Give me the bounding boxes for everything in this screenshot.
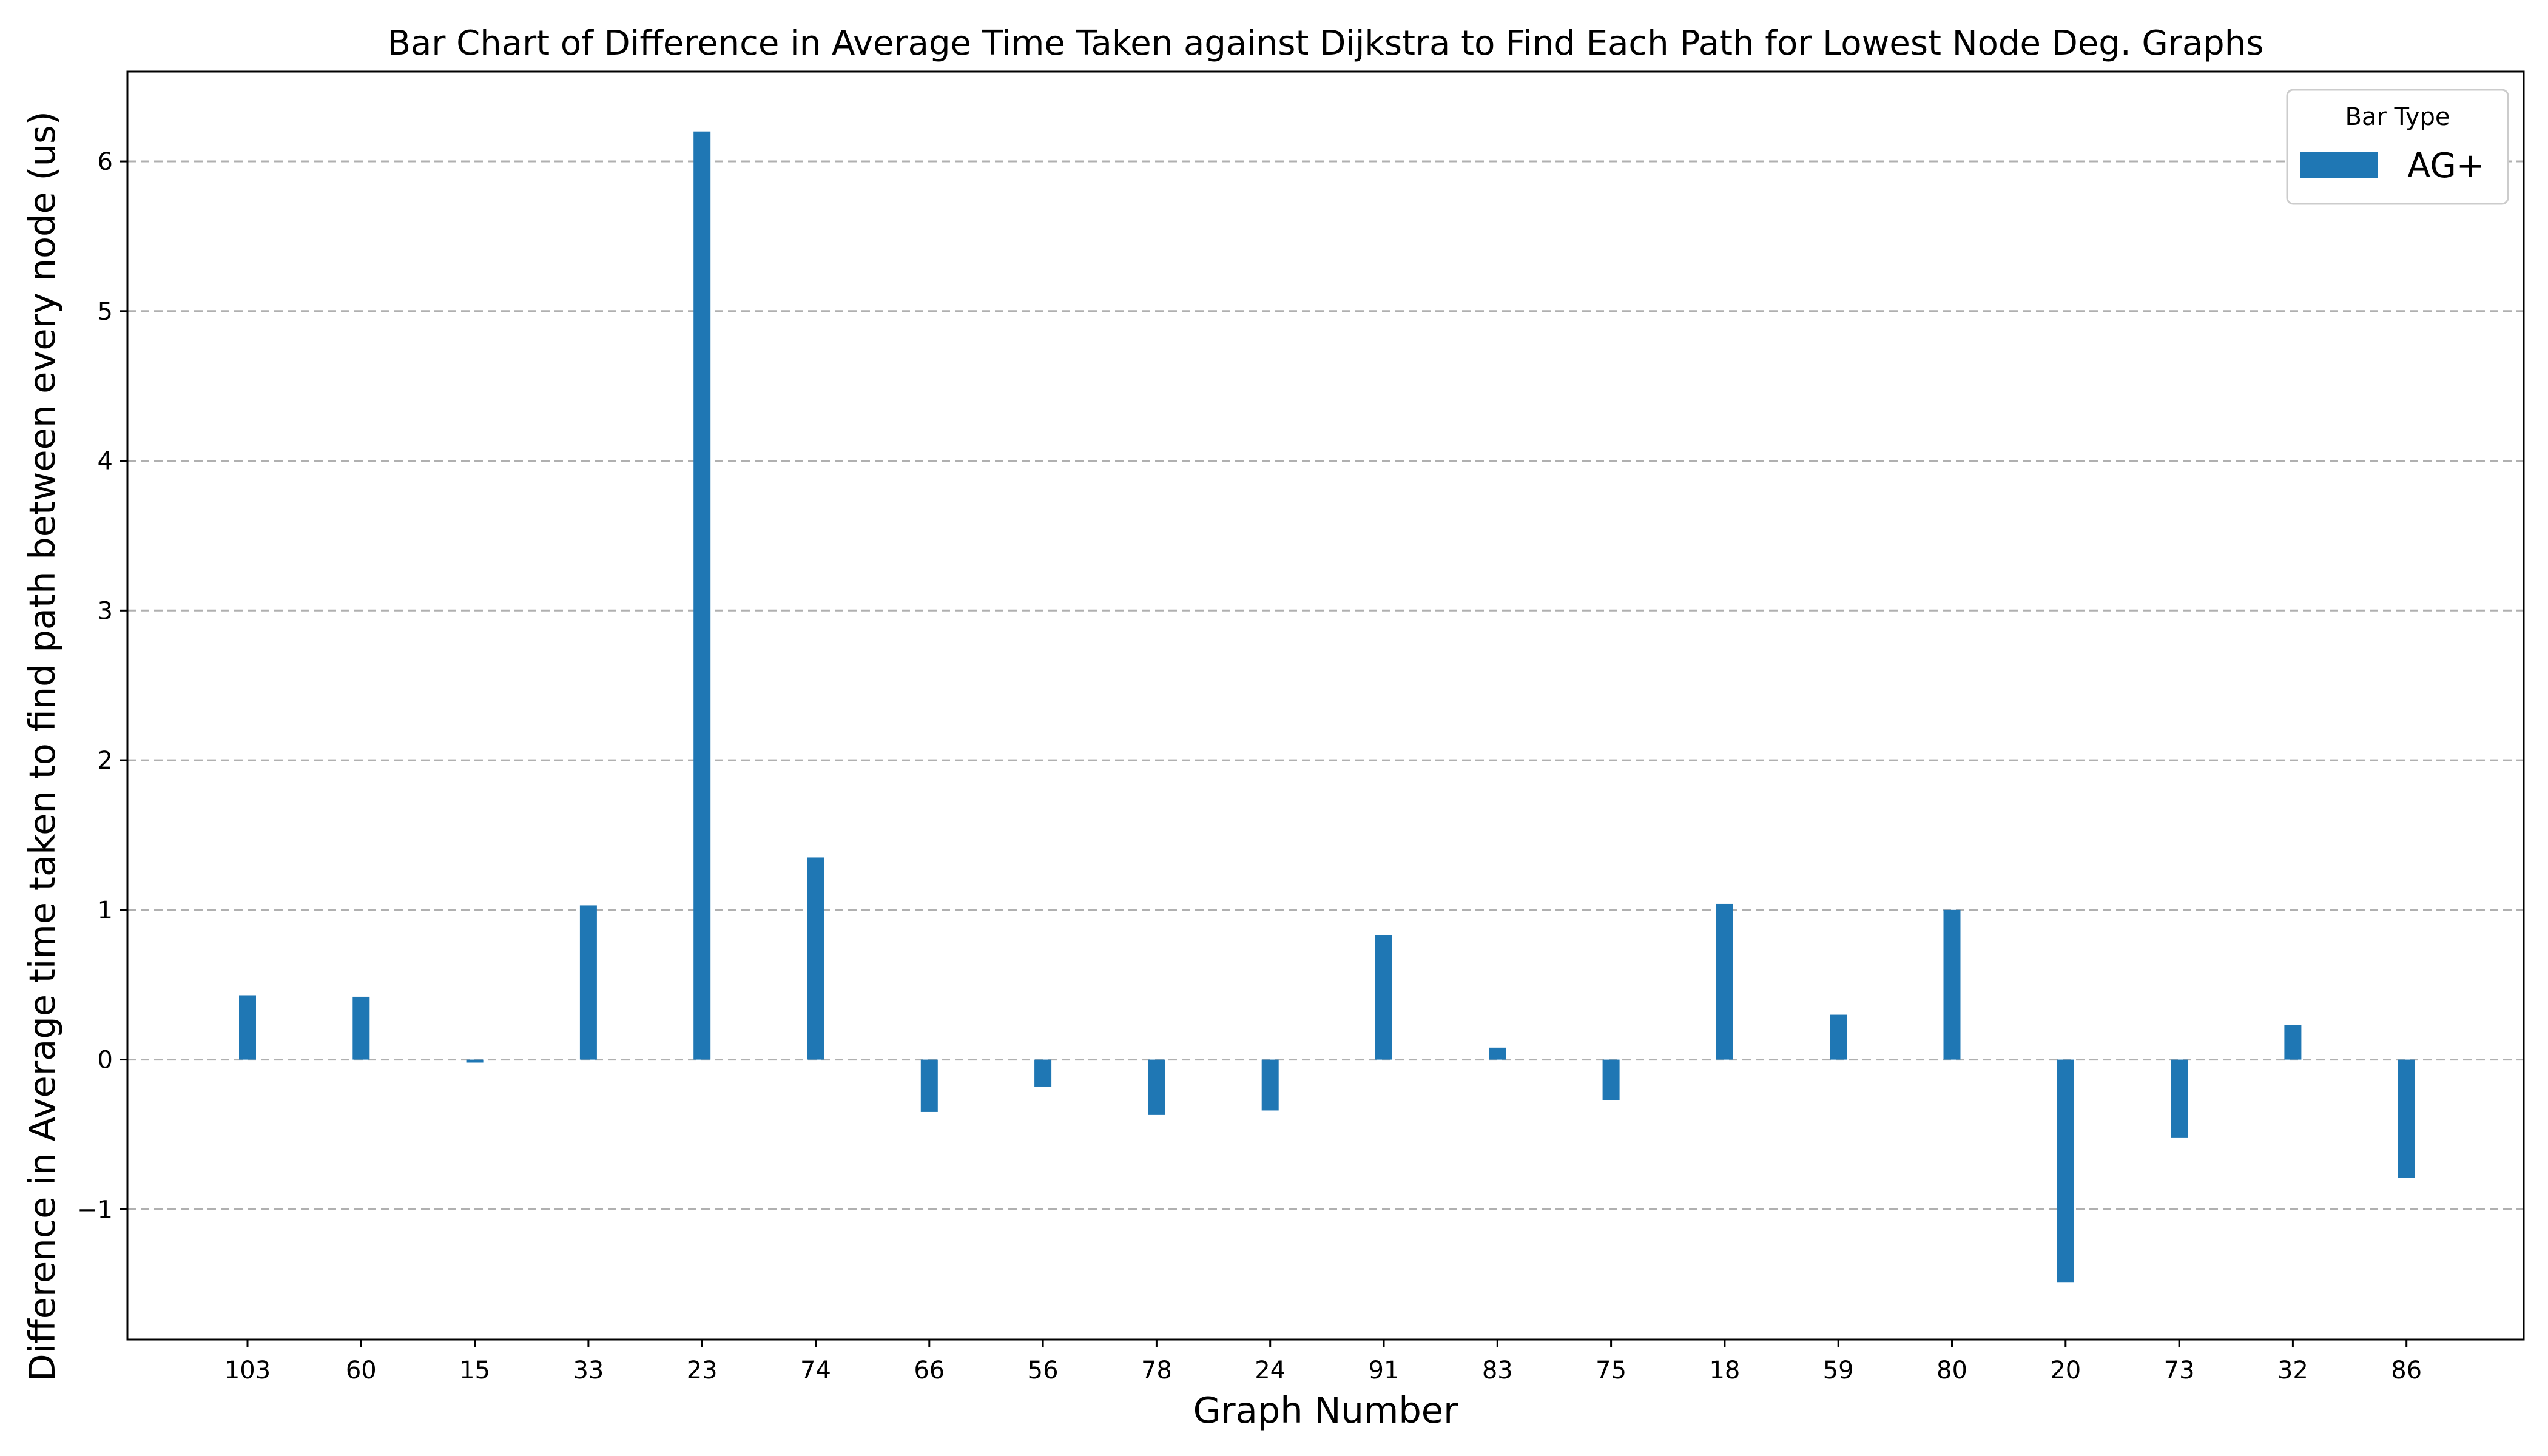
bar-graph-74 (807, 857, 824, 1060)
y-tick-label: 0 (98, 1046, 113, 1074)
x-tick-label: 74 (800, 1357, 831, 1384)
chart-title: Bar Chart of Difference in Average Time … (388, 24, 2264, 63)
x-tick-label: 60 (346, 1357, 377, 1384)
x-tick-label: 83 (1482, 1357, 1513, 1384)
y-axis-label: Difference in Average time taken to find… (21, 111, 63, 1381)
plot-frame (126, 70, 2525, 1341)
y-tick-label: 6 (98, 148, 113, 176)
x-tick-label: 103 (224, 1357, 271, 1384)
x-tick-label: 80 (1936, 1357, 1967, 1384)
bar-graph-23 (693, 131, 711, 1060)
bar-graph-91 (1375, 935, 1392, 1060)
bar-graph-59 (1830, 1014, 1847, 1060)
x-axis-label: Graph Number (1193, 1389, 1458, 1431)
bar-graph-75 (1602, 1059, 1620, 1100)
legend-label-ag-plus: AG+ (2407, 146, 2485, 186)
y-tick-label: 3 (98, 597, 113, 625)
y-tick-label: 4 (98, 448, 113, 476)
legend-title: Bar Type (2345, 103, 2450, 131)
bar-graph-24 (1261, 1059, 1279, 1111)
x-tick-label: 20 (2050, 1357, 2081, 1384)
bar-graph-78 (1148, 1059, 1165, 1115)
x-tick-label: 66 (914, 1357, 945, 1384)
bar-graph-86 (2398, 1059, 2415, 1178)
y-grid (127, 160, 2524, 1210)
y-tick-label: 5 (98, 298, 113, 326)
legend: Bar Type AG+ (2286, 89, 2509, 205)
x-tick-label: 73 (2164, 1357, 2195, 1384)
bar-graph-83 (1489, 1047, 1506, 1060)
x-tick-label: 56 (1028, 1357, 1059, 1384)
bar-graph-60 (352, 996, 370, 1060)
x-tick-label: 24 (1255, 1357, 1286, 1384)
bar-graph-20 (2057, 1059, 2074, 1283)
bar-graph-66 (920, 1059, 938, 1112)
x-tick-label: 15 (459, 1357, 490, 1384)
bar-graph-80 (1943, 909, 1961, 1060)
bar-graph-33 (579, 905, 597, 1060)
y-tick-label: −1 (77, 1196, 113, 1224)
legend-swatch-ag-plus (2300, 152, 2378, 178)
x-tick-label: 78 (1141, 1357, 1172, 1384)
x-tick-label: 59 (1823, 1357, 1854, 1384)
y-tick-label: 2 (98, 747, 113, 775)
y-tick-label: 1 (98, 897, 113, 925)
bar-graph-32 (2284, 1025, 2302, 1060)
bar-graph-73 (2171, 1059, 2188, 1138)
x-tick-label: 91 (1369, 1357, 1400, 1384)
x-tick-label: 32 (2277, 1357, 2308, 1384)
x-tick-label: 75 (1596, 1357, 1626, 1384)
bar-graph-103 (239, 995, 256, 1060)
x-tick-label: 33 (573, 1357, 604, 1384)
x-tick-label: 23 (687, 1357, 718, 1384)
bar-graph-56 (1034, 1059, 1052, 1087)
x-tick-label: 86 (2391, 1357, 2422, 1384)
bar-series-ag-plus (239, 131, 2415, 1283)
x-tick-label: 18 (1709, 1357, 1740, 1384)
bar-graph-18 (1716, 903, 1733, 1060)
bar-graph-15 (466, 1059, 484, 1063)
